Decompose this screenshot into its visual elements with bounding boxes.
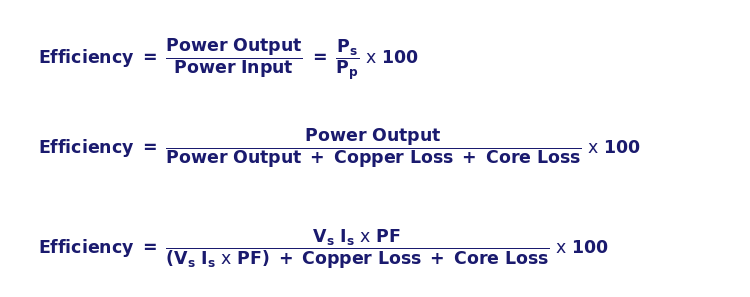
Text: $\mathbf{Efficiency}$$\mathbf{\ =\ }$$\mathbf{\dfrac{V_s\ I_s\ \mathrm{x}\ PF}{(: $\mathbf{Efficiency}$$\mathbf{\ =\ }$$\m…	[38, 228, 608, 271]
Text: $\mathbf{Efficiency}$$\mathbf{\ =\ }$$\mathbf{\dfrac{Power\ Output}{Power\ Input: $\mathbf{Efficiency}$$\mathbf{\ =\ }$$\m…	[38, 37, 418, 82]
Text: $\mathbf{Efficiency}$$\mathbf{\ =\ }$$\mathbf{\dfrac{Power\ Output}{Power\ Outpu: $\mathbf{Efficiency}$$\mathbf{\ =\ }$$\m…	[38, 127, 640, 170]
